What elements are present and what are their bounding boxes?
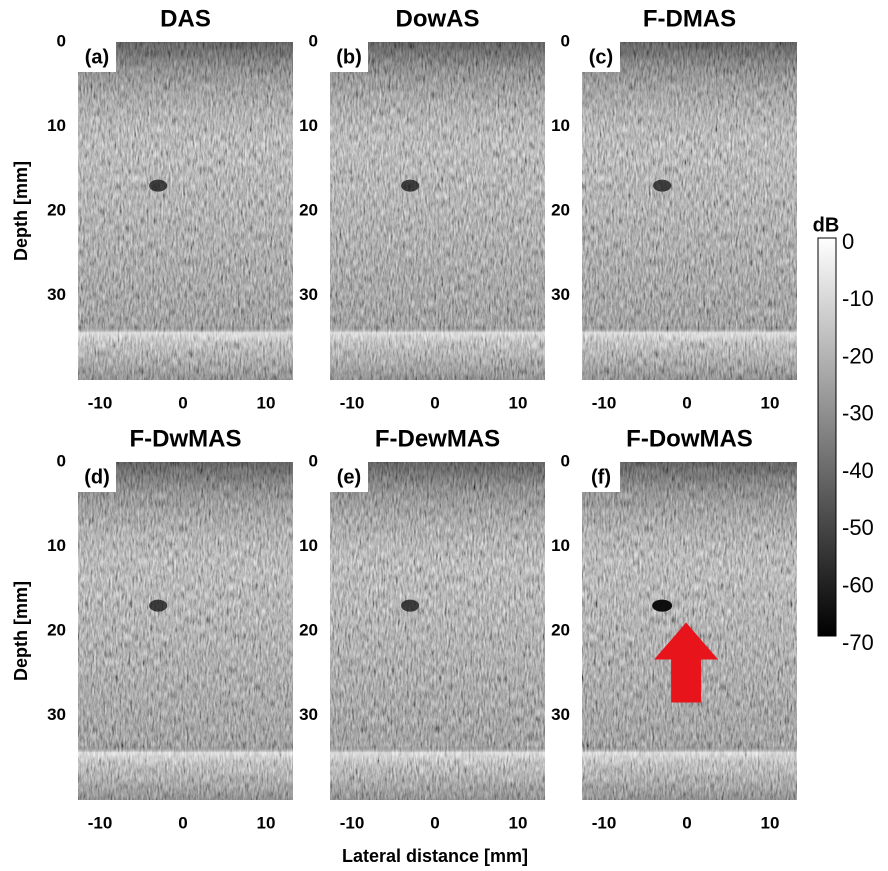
colorbar-tick-label: -70 [842,630,874,655]
y-tick-label: 20 [47,620,66,639]
image-shading [330,462,545,800]
panel-title: F-DowMAS [626,425,753,452]
y-tick-label: 20 [551,200,570,219]
y-tick-label: 0 [561,451,570,470]
panel-label: (c) [589,46,613,68]
panel-label-bg [330,462,368,492]
x-tick-label: 10 [509,393,528,412]
panel-label: (b) [336,46,362,68]
y-tick-label: 0 [561,31,570,50]
x-tick-label: 0 [430,813,439,832]
y-tick-label: 10 [299,536,318,555]
panel-label-bg [78,462,116,492]
x-tick-label: 10 [761,393,780,412]
panel-label-bg [330,42,368,72]
lesion [401,599,420,612]
colorbar-ticks: 0 -10 -20 -30 -40 -50 -60 -70 [842,229,874,655]
x-tick-label: 10 [257,813,276,832]
panel-title: F-DewMAS [375,425,500,452]
x-tick-label: -10 [592,813,617,832]
y-tick-label: 30 [47,705,66,724]
y-axis-label: Depth [mm] [11,161,31,261]
colorbar-tick-label: -30 [842,401,874,426]
x-tick-label: 10 [761,813,780,832]
y-tick-label: 20 [299,620,318,639]
x-tick-label: 0 [178,393,187,412]
panel: (e) F-DewMAS 0 10 20 30 -10 0 10 [299,425,545,832]
colorbar [817,237,837,637]
y-tick-label: 20 [551,620,570,639]
colorbar-tick-label: -10 [842,286,874,311]
panel-label-bg [582,42,620,72]
x-tick-label: 0 [430,393,439,412]
lesion [149,599,168,612]
y-tick-label: 10 [551,116,570,135]
x-tick-label: -10 [592,393,617,412]
colorbar-tick-label: -60 [842,573,874,598]
panel: (d) F-DwMAS 0 10 20 30 -10 0 10 [47,425,293,832]
y-tick-label: 30 [47,285,66,304]
panel-label: (d) [84,466,110,488]
panel-title: DowAS [396,5,480,32]
colorbar-tick-label: -20 [842,343,874,368]
panels: (a) DAS 0 10 20 30 -10 0 10 (b) DowAS 0 10 20 30 -10 0 10… [47,5,797,832]
image-shading [78,42,293,380]
panel: (c) F-DMAS 0 10 20 30 -10 0 10 [551,5,797,412]
panel-label: (e) [337,466,361,488]
y-tick-label: 10 [551,536,570,555]
lesion [653,179,672,192]
panel-label: (f) [591,466,611,488]
y-tick-label: 30 [299,705,318,724]
arrow [654,622,719,703]
image-shading [582,42,797,380]
y-tick-label: 20 [47,200,66,219]
panel-label-bg [582,462,620,492]
lesion [652,599,673,612]
y-tick-label: 0 [309,451,318,470]
image-shading [330,42,545,380]
y-tick-label: 0 [309,31,318,50]
panel: (b) DowAS 0 10 20 30 -10 0 10 [299,5,545,412]
panel-title: F-DMAS [643,5,736,32]
x-axis-label: Lateral distance [mm] [342,846,528,866]
y-tick-label: 10 [47,536,66,555]
colorbar-tick-label: 0 [842,229,854,254]
panel-title: F-DwMAS [130,425,242,452]
panel-label: (a) [85,46,109,68]
colorbar-tick-label: -50 [842,515,874,540]
y-tick-label: 30 [551,285,570,304]
lesion [401,179,420,192]
x-tick-label: 0 [682,393,691,412]
colorbar-unit: dB [813,214,840,236]
y-axis-label: Depth [mm] [11,581,31,681]
x-tick-label: -10 [88,393,113,412]
panel: (f) F-DowMAS 0 10 20 30 -10 0 10 [551,425,797,832]
x-tick-label: 0 [682,813,691,832]
x-tick-label: 10 [509,813,528,832]
x-tick-label: -10 [340,393,365,412]
x-tick-label: 10 [257,393,276,412]
x-tick-label: -10 [340,813,365,832]
y-tick-label: 20 [299,200,318,219]
y-tick-label: 10 [47,116,66,135]
y-tick-label: 30 [551,705,570,724]
y-tick-label: 10 [299,116,318,135]
panel-title: DAS [160,5,211,32]
image-shading [78,462,293,800]
lesion [149,179,168,192]
colorbar-tick-label: -40 [842,458,874,483]
panel: (a) DAS 0 10 20 30 -10 0 10 [47,5,293,412]
x-tick-label: -10 [88,813,113,832]
panel-label-bg [78,42,116,72]
x-tick-label: 0 [178,813,187,832]
y-tick-label: 0 [57,451,66,470]
y-tick-label: 30 [299,285,318,304]
y-tick-label: 0 [57,31,66,50]
